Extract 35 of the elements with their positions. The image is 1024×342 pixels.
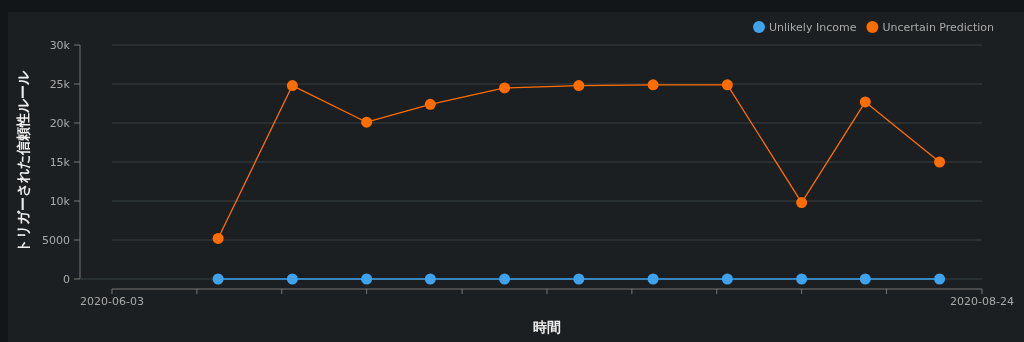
y-tick-label: 5000 [42, 234, 70, 247]
point [499, 82, 511, 94]
legend-label: Unlikely Income [768, 21, 857, 34]
point [212, 232, 224, 244]
point [286, 80, 298, 92]
point [934, 273, 946, 285]
point [721, 273, 733, 285]
y-tick-label: 0 [63, 273, 70, 286]
x-tick-label: 2020-06-03 [80, 295, 144, 308]
point [796, 273, 808, 285]
point [361, 116, 373, 128]
point [424, 273, 436, 285]
y-tick-label: 25k [49, 78, 71, 91]
point [859, 96, 871, 108]
point [647, 273, 659, 285]
y-tick-label: 10k [49, 195, 71, 208]
point [647, 79, 659, 91]
x-axis-title: 時間 [533, 319, 561, 335]
point [573, 273, 585, 285]
point [286, 273, 298, 285]
point [796, 197, 808, 209]
point [499, 273, 511, 285]
point [859, 273, 871, 285]
point [424, 98, 436, 110]
point [212, 273, 224, 285]
y-tick-label: 20k [49, 117, 71, 130]
y-tick-label: 30k [49, 39, 71, 52]
point [934, 156, 946, 168]
point [361, 273, 373, 285]
legend-label: Uncertain Prediction [882, 21, 995, 34]
x-tick-label: 2020-08-24 [950, 295, 1014, 308]
y-tick-label: 15k [49, 156, 71, 169]
point [573, 80, 585, 92]
y-axis-title: トリガーされた信頼性ルール [15, 70, 31, 253]
point [721, 79, 733, 91]
